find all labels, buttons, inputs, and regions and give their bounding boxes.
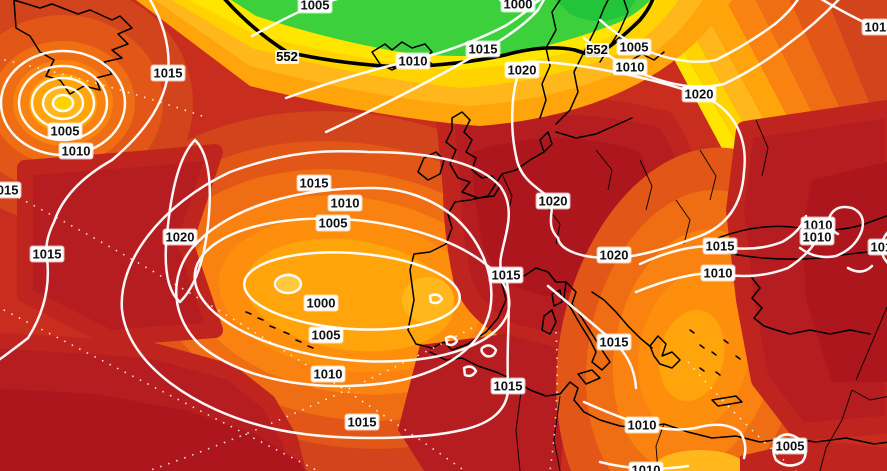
- isobar-label: 1010: [613, 59, 647, 75]
- cold-trough-north: [135, 0, 732, 126]
- isobar-label: 1015: [868, 239, 887, 255]
- isobar-label: 1015: [466, 41, 500, 57]
- isobar-label: 1015: [703, 238, 737, 254]
- isobar-label: 1020: [597, 247, 631, 263]
- isobar-label: 1010: [311, 366, 345, 382]
- dark-region-east: [726, 99, 887, 471]
- isobar-label: 1020: [505, 62, 539, 78]
- isobar-label: 1015: [297, 175, 331, 191]
- isobar-label: 1010: [801, 217, 835, 233]
- cold-dark-wedge-west: [17, 144, 223, 346]
- isobar-label: 1000: [304, 295, 338, 311]
- isobar-label: 1015: [345, 414, 379, 430]
- isobar-label: 1005: [48, 123, 82, 139]
- isobar-label: 1010: [701, 265, 735, 281]
- graticule-lines: [0, 58, 797, 471]
- isobar-label: 1000: [501, 0, 535, 12]
- dark-region-southwest: [0, 332, 306, 471]
- isobar-label: 1005: [309, 327, 343, 343]
- warm-spot-aegean-south: [654, 450, 746, 471]
- isobar-label: 1015: [0, 182, 21, 198]
- isobar-label: 1015: [151, 65, 185, 81]
- height-label: 552: [585, 42, 609, 57]
- warm-spot-east: [402, 277, 454, 323]
- isobar-label: 1015: [491, 378, 525, 394]
- isobar-label: 1005: [298, 0, 332, 13]
- isobar-label: 1005: [773, 438, 807, 454]
- warm-spot-west: [277, 273, 301, 293]
- isobar-label: 1010: [800, 229, 834, 245]
- isobar-label: 1010: [629, 462, 663, 471]
- isobar-label: 1010: [396, 53, 430, 69]
- isobar-label: 1020: [163, 229, 197, 245]
- isobar-label: 1010: [328, 195, 362, 211]
- isobar-label: 1015: [597, 334, 631, 350]
- isobar-label: 1020: [682, 86, 716, 102]
- isobar-label: 1015: [30, 246, 64, 262]
- isobar-label: 1005: [316, 215, 350, 231]
- height-label: 552: [275, 49, 299, 64]
- isobar-label: 1015: [862, 19, 887, 35]
- isobar-label: 1010: [625, 417, 659, 433]
- isobar-label: 1015: [489, 267, 523, 283]
- isobar-label: 1020: [536, 193, 570, 209]
- isobar-label: 1005: [617, 39, 651, 55]
- isobar-label: 1010: [59, 143, 93, 159]
